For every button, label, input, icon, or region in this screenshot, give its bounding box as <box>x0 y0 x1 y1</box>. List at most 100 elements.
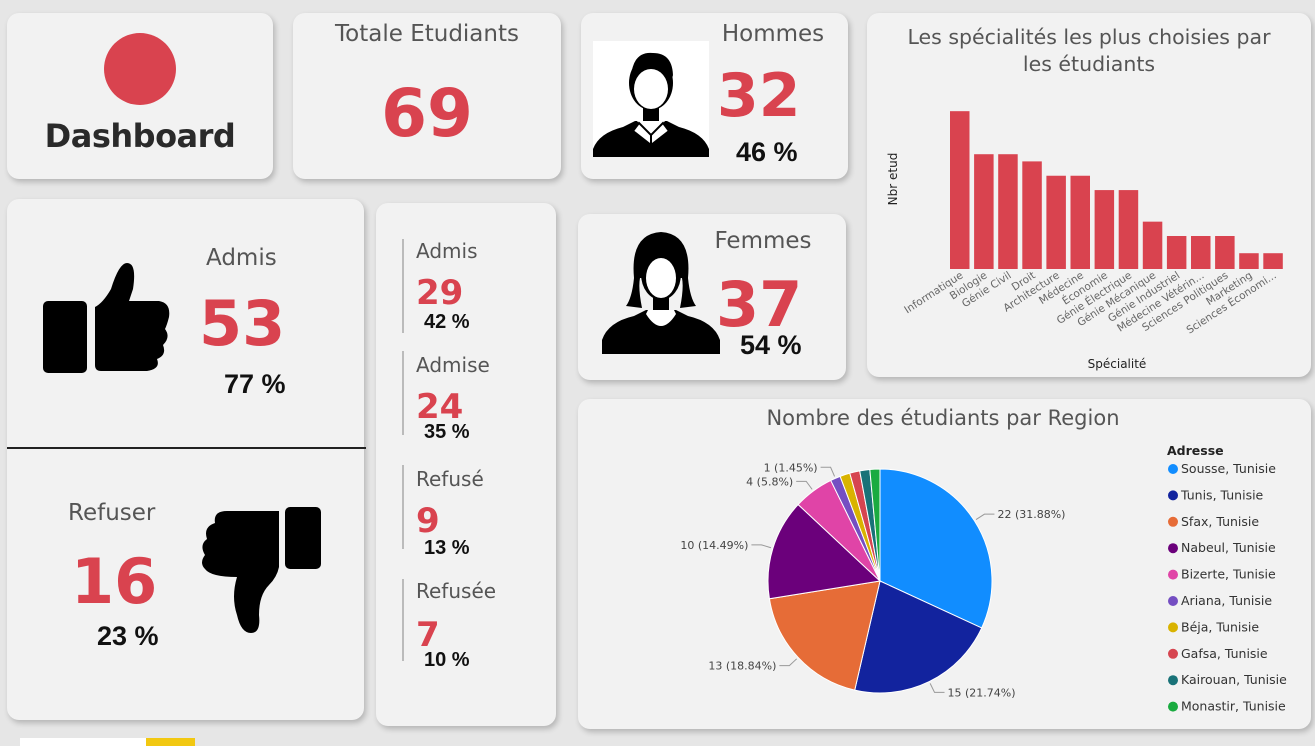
legend-marker <box>1168 490 1178 501</box>
bar[interactable] <box>1142 221 1163 269</box>
pie-leader-line <box>751 544 772 549</box>
admis-count: 53 <box>199 287 286 360</box>
breakdown-item-admise: Admise 24 35 % <box>402 351 554 443</box>
legend-marker <box>1168 648 1178 659</box>
refuser-percent: 23 % <box>97 621 159 651</box>
breakdown-item-refusee: Refusée 7 10 % <box>402 579 554 671</box>
pie-slice[interactable] <box>869 468 881 582</box>
logo-circle <box>104 33 176 105</box>
breakdown-value: 29 <box>416 273 464 313</box>
pie-data-label: 13 (18.84%) <box>708 660 776 673</box>
pie-data-label: 1 (1.45%) <box>764 461 818 474</box>
legend-marker <box>1168 622 1178 633</box>
pie-leader-line <box>820 466 836 477</box>
pie-data-label: 4 (5.8%) <box>746 475 793 488</box>
legend-item[interactable]: Sousse, Tunisie <box>1181 461 1276 476</box>
men-card: Hommes 32 46 % <box>581 13 848 179</box>
thumbs-up-icon <box>41 259 171 379</box>
breakdown-label: Admis <box>416 239 478 263</box>
bar[interactable] <box>950 111 970 269</box>
breakdown-value: 9 <box>416 501 440 541</box>
breakdown-label: Refusée <box>416 579 497 603</box>
legend-marker <box>1168 596 1178 606</box>
pie-slice[interactable] <box>854 580 983 694</box>
breakdown-item-refuse: Refusé 9 13 % <box>402 465 554 559</box>
men-count: 32 <box>717 61 801 131</box>
pie-data-label: 15 (21.74%) <box>948 686 1016 699</box>
bar[interactable] <box>1070 175 1091 269</box>
bar[interactable] <box>1046 175 1066 269</box>
bar[interactable] <box>974 154 994 269</box>
bar[interactable] <box>1239 253 1259 269</box>
breakdown-value: 24 <box>416 387 464 427</box>
breakdown-percent: 35 % <box>424 421 470 443</box>
dashboard-title: Dashboard <box>44 117 236 155</box>
bar[interactable] <box>1022 161 1042 269</box>
breakdown-percent: 13 % <box>424 537 470 559</box>
breakdown-percent: 42 % <box>424 311 470 333</box>
legend-item[interactable]: Nabeul, Tunisie <box>1181 540 1276 555</box>
breakdown-label: Admise <box>416 353 490 377</box>
total-students-card: Totale Etudiants 69 <box>293 13 561 179</box>
breakdown-label: Refusé <box>416 467 484 491</box>
bar-chart-ylabel: Nbr etud <box>886 153 900 206</box>
legend-marker <box>1168 701 1178 712</box>
legend-item[interactable]: Bizerte, Tunisie <box>1181 567 1276 582</box>
bar[interactable] <box>1263 253 1283 269</box>
legend-item[interactable]: Ariana, Tunisie <box>1181 593 1272 608</box>
pie-chart-title: Nombre des étudiants par Region <box>766 406 1119 430</box>
breakdown-item-admis: Admis 29 42 % <box>402 239 554 333</box>
breakdown-percent: 10 % <box>424 649 470 671</box>
bar[interactable] <box>1118 190 1139 269</box>
pie-leader-line <box>929 683 945 693</box>
legend-item[interactable]: Monastir, Tunisie <box>1181 699 1286 714</box>
legend-title: Adresse <box>1167 443 1224 458</box>
divider <box>7 447 366 449</box>
legend-item[interactable]: Gafsa, Tunisie <box>1181 646 1268 661</box>
legend-marker <box>1168 675 1178 686</box>
pie-leader-line <box>796 480 813 490</box>
legend-item[interactable]: Kairouan, Tunisie <box>1181 672 1287 687</box>
legend-marker <box>1168 569 1178 580</box>
admis-label: Admis <box>206 245 277 271</box>
man-avatar-icon <box>593 41 709 157</box>
pie-slice[interactable] <box>768 580 881 691</box>
specialties-bar-chart: Les spécialités les plus choisies par les… <box>886 25 1283 371</box>
refuser-label: Refuser <box>68 500 156 526</box>
refuser-count: 16 <box>71 545 158 618</box>
women-card: Femmes 37 54 % <box>578 214 846 380</box>
legend-item[interactable]: Béja, Tunisie <box>1181 619 1259 634</box>
page-tab-active[interactable] <box>20 738 146 746</box>
bar-chart-title: Les spécialités les plus choisies par les… <box>907 25 1271 76</box>
women-count: 37 <box>716 268 803 341</box>
thumbs-down-icon <box>197 505 323 639</box>
pie-slice[interactable] <box>879 468 993 629</box>
breakdown-card: Admis 29 42 % Admise 24 35 % Refusé 9 13… <box>376 203 556 726</box>
bar[interactable] <box>1215 236 1235 269</box>
region-chart-card: Nombre des étudiants par Region 22 (31.8… <box>578 399 1311 729</box>
admission-card: Admis 53 77 % Refuser 16 23 % <box>7 199 366 720</box>
legend-marker <box>1168 516 1178 527</box>
legend-marker <box>1168 464 1178 474</box>
dashboard-card: Dashboard <box>7 13 273 179</box>
bar[interactable] <box>1094 190 1115 269</box>
legend-item[interactable]: Sfax, Tunisie <box>1181 514 1259 529</box>
breakdown-value: 7 <box>416 615 440 655</box>
woman-avatar-icon <box>600 228 722 354</box>
women-label: Femmes <box>714 228 812 254</box>
bar[interactable] <box>1191 236 1211 269</box>
bar[interactable] <box>1166 236 1187 269</box>
pie-data-label: 22 (31.88%) <box>997 508 1065 521</box>
total-students-value: 69 <box>381 75 473 152</box>
legend-item[interactable]: Tunis, Tunisie <box>1180 487 1264 502</box>
region-pie-chart: Nombre des étudiants par Region 22 (31.8… <box>680 406 1287 714</box>
bar-chart-xlabel: Spécialité <box>1088 357 1147 371</box>
women-percent: 54 % <box>740 330 802 360</box>
page-tab-indicator[interactable] <box>146 738 195 746</box>
pie-data-label: 10 (14.49%) <box>680 539 748 552</box>
pie-leader-line <box>975 513 995 520</box>
bar[interactable] <box>998 154 1018 269</box>
pie-slice[interactable] <box>767 503 882 600</box>
pie-leader-line <box>779 658 798 667</box>
men-label: Hommes <box>721 21 825 47</box>
